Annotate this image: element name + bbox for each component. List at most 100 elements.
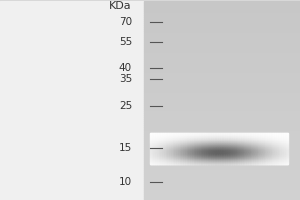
Bar <box>154 155 155 156</box>
Bar <box>182 139 183 140</box>
Bar <box>272 145 274 146</box>
Bar <box>227 133 229 134</box>
Bar <box>276 145 278 146</box>
Bar <box>230 150 232 151</box>
Bar <box>251 157 253 158</box>
Bar <box>262 146 263 147</box>
Bar <box>246 157 248 158</box>
Bar <box>220 143 222 144</box>
Bar <box>246 137 248 138</box>
Bar <box>164 159 166 160</box>
Bar <box>178 133 180 134</box>
Bar <box>265 133 267 134</box>
Bar <box>269 143 271 144</box>
Bar <box>214 156 216 157</box>
Bar <box>220 152 222 153</box>
Bar <box>236 133 237 134</box>
Bar <box>216 139 218 140</box>
Bar <box>173 141 175 142</box>
Bar <box>250 153 251 154</box>
Bar <box>185 142 187 143</box>
Bar <box>263 144 265 145</box>
Bar <box>187 154 188 155</box>
Bar <box>192 152 194 153</box>
Bar <box>157 146 159 147</box>
Bar <box>202 143 204 144</box>
Bar <box>171 162 173 163</box>
Bar <box>216 153 218 154</box>
Bar <box>160 139 162 140</box>
Bar <box>182 144 183 145</box>
Bar <box>243 161 244 162</box>
Bar <box>271 136 272 137</box>
Bar <box>188 163 190 164</box>
Bar <box>253 152 255 153</box>
Bar <box>218 134 220 135</box>
Bar <box>180 159 182 160</box>
Bar <box>236 146 237 147</box>
Bar <box>251 151 253 152</box>
Bar <box>204 144 206 145</box>
Bar <box>262 141 263 142</box>
Bar <box>204 141 206 142</box>
Bar <box>182 146 183 147</box>
Bar <box>171 139 173 140</box>
Bar <box>243 145 244 146</box>
Bar <box>246 154 248 155</box>
Bar <box>286 158 288 159</box>
Bar <box>253 160 255 161</box>
Bar <box>144 146 300 148</box>
Bar <box>265 150 267 151</box>
Bar <box>243 136 244 137</box>
Bar <box>194 145 195 146</box>
Bar <box>190 139 192 140</box>
Bar <box>175 155 176 156</box>
Bar <box>248 149 250 150</box>
Bar <box>239 159 241 160</box>
Bar <box>144 192 300 194</box>
Bar <box>183 151 185 152</box>
Bar <box>230 145 232 146</box>
Bar <box>188 157 190 158</box>
Bar <box>256 163 258 164</box>
Bar <box>256 142 258 143</box>
Bar <box>284 137 286 138</box>
Bar <box>243 157 244 158</box>
Bar <box>211 150 213 151</box>
Bar <box>283 159 284 160</box>
Bar <box>272 158 274 159</box>
Bar <box>220 150 222 151</box>
Bar <box>176 155 178 156</box>
Bar <box>192 140 194 141</box>
Bar <box>251 139 253 140</box>
Bar <box>144 158 300 160</box>
Bar <box>194 159 195 160</box>
Bar <box>272 151 274 152</box>
Bar <box>173 138 175 139</box>
Bar <box>202 147 204 148</box>
Bar <box>211 158 213 159</box>
Bar <box>279 140 281 141</box>
Bar <box>194 140 195 141</box>
Bar <box>204 154 206 155</box>
Bar <box>224 150 225 151</box>
Bar <box>157 140 159 141</box>
Bar <box>286 142 288 143</box>
Bar <box>269 144 271 145</box>
Bar <box>171 146 173 147</box>
Bar <box>197 157 199 158</box>
Bar <box>283 156 284 157</box>
Bar <box>208 155 209 156</box>
Bar <box>182 163 183 164</box>
Bar <box>236 140 237 141</box>
Bar <box>237 150 239 151</box>
Bar <box>152 159 154 160</box>
Bar <box>159 148 161 149</box>
Bar <box>175 153 176 154</box>
Bar <box>222 150 224 151</box>
Bar <box>243 159 244 160</box>
Bar <box>157 150 159 151</box>
Bar <box>248 153 250 154</box>
Bar <box>167 160 169 161</box>
Bar <box>183 145 185 146</box>
